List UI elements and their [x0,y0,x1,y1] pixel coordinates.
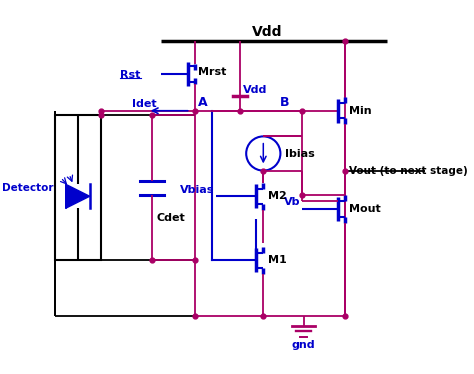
Text: Rst: Rst [119,70,140,80]
Text: gnd: gnd [292,340,315,350]
Text: Vbias: Vbias [180,184,215,194]
Text: Mout: Mout [349,204,381,214]
Bar [55,115,101,260]
Text: Vdd: Vdd [252,25,283,39]
Text: Vdd: Vdd [243,85,267,95]
Text: B: B [280,96,290,109]
Text: Ibias: Ibias [285,148,314,159]
Text: M2: M2 [268,191,286,201]
Text: Vb: Vb [283,197,300,208]
Text: A: A [198,96,208,109]
Polygon shape [66,184,90,208]
Text: M1: M1 [268,255,286,266]
Text: Cdet: Cdet [156,214,185,223]
Text: Mrst: Mrst [198,67,227,77]
Text: Idet: Idet [132,99,157,109]
Text: Detector: Detector [2,183,54,193]
Text: Vout (to next stage): Vout (to next stage) [349,166,467,176]
Text: Min: Min [349,106,372,116]
